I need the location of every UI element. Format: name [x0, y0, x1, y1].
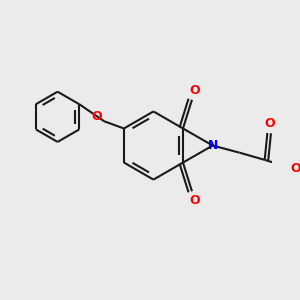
Text: O: O [92, 110, 102, 123]
Text: N: N [208, 139, 218, 152]
Text: O: O [189, 84, 200, 97]
Text: O: O [291, 162, 300, 175]
Text: O: O [265, 118, 275, 130]
Text: O: O [189, 194, 200, 207]
